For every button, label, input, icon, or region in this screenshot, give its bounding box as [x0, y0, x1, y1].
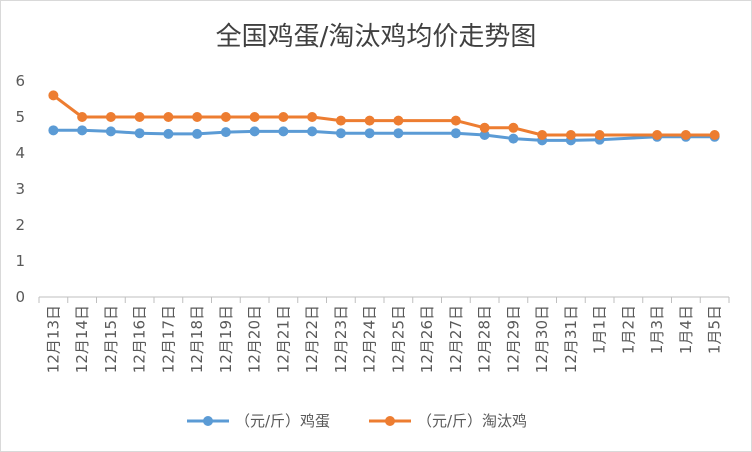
- data-point: [134, 128, 145, 139]
- data-point: [594, 130, 605, 140]
- legend: （元/斤）鸡蛋 （元/斤）淘汰鸡: [187, 412, 527, 430]
- x-tick-label: 12月27日: [447, 305, 465, 373]
- data-point: [220, 112, 231, 122]
- x-tick-label: 1月4日: [677, 305, 695, 354]
- data-point: [652, 130, 663, 140]
- legend-label: （元/斤）淘汰鸡: [417, 412, 527, 430]
- x-tick-label: 12月28日: [476, 305, 494, 373]
- chart-title: 全国鸡蛋/淘汰鸡均价走势图: [216, 22, 537, 52]
- data-point: [335, 128, 346, 139]
- legend-label: （元/斤）鸡蛋: [235, 412, 330, 430]
- data-point: [709, 130, 720, 140]
- data-point: [134, 112, 145, 122]
- data-point: [48, 90, 59, 101]
- y-tick-label: 6: [15, 72, 25, 90]
- y-tick-label: 3: [15, 180, 25, 198]
- data-point: [163, 128, 174, 139]
- data-point: [278, 112, 289, 122]
- data-point: [192, 112, 203, 122]
- x-tick-label: 12月21日: [274, 305, 292, 373]
- data-point: [249, 126, 260, 137]
- data-point: [508, 133, 519, 144]
- x-tick-label: 1月2日: [619, 305, 637, 354]
- x-tick-label: 12月18日: [188, 305, 206, 373]
- x-tick-label: 1月5日: [706, 305, 724, 354]
- data-point: [48, 125, 59, 136]
- x-tick-label: 12月23日: [332, 305, 350, 373]
- x-tick-label: 12月13日: [44, 305, 62, 373]
- series-1: [48, 90, 720, 140]
- x-tick-label: 12月14日: [73, 305, 91, 373]
- data-point: [249, 112, 260, 122]
- x-tick-label: 12月24日: [361, 305, 379, 373]
- data-point: [307, 126, 318, 137]
- x-tick-label: 12月29日: [504, 305, 522, 373]
- data-point: [77, 125, 88, 136]
- data-point: [450, 128, 461, 139]
- x-tick-label: 12月15日: [102, 305, 120, 373]
- data-point: [105, 112, 116, 122]
- data-point: [393, 128, 404, 139]
- y-tick-label: 0: [15, 288, 25, 306]
- data-point: [364, 128, 375, 139]
- data-point: [278, 126, 289, 137]
- legend-marker: [385, 416, 395, 426]
- y-tick-label: 2: [15, 216, 25, 234]
- data-point: [479, 130, 490, 140]
- data-point: [680, 130, 691, 140]
- data-point: [450, 115, 461, 126]
- x-tick-label: 12月20日: [246, 305, 264, 373]
- x-tick-label: 12月30日: [533, 305, 551, 373]
- series-layer: [48, 90, 720, 146]
- y-tick-label: 5: [15, 108, 25, 126]
- data-point: [307, 112, 318, 122]
- x-tick-label: 12月16日: [131, 305, 149, 373]
- data-point: [537, 130, 548, 140]
- series-line: [52, 94, 715, 137]
- data-point: [220, 127, 231, 138]
- data-point: [105, 126, 116, 137]
- data-point: [393, 115, 404, 126]
- x-tick-label: 12月17日: [159, 305, 177, 373]
- x-tick-label: 12月31日: [562, 305, 580, 373]
- x-axis: 12月13日 12月14日 12月15日 12月16日 12月17日 12月18日 12月1…: [38, 296, 730, 373]
- legend-marker: [203, 416, 213, 426]
- data-point: [508, 122, 519, 133]
- data-point: [364, 115, 375, 126]
- x-tick-label: 1月1日: [591, 305, 609, 354]
- series-line: [53, 128, 715, 142]
- data-point: [565, 130, 576, 140]
- x-tick-label: 12月19日: [217, 305, 235, 373]
- x-tick-label: 1月3日: [648, 305, 666, 354]
- data-point: [335, 115, 346, 126]
- x-tick-label: 12月25日: [389, 305, 407, 373]
- data-point: [192, 128, 203, 139]
- data-point: [163, 112, 174, 122]
- y-tick-label: 4: [15, 144, 25, 162]
- y-axis: 0 1 2 3 4 5 6: [15, 72, 25, 306]
- x-tick-label: 12月22日: [303, 305, 321, 373]
- y-tick-label: 1: [15, 252, 25, 270]
- data-point: [479, 122, 490, 133]
- x-tick-label: 12月26日: [418, 305, 436, 373]
- data-point: [77, 112, 88, 122]
